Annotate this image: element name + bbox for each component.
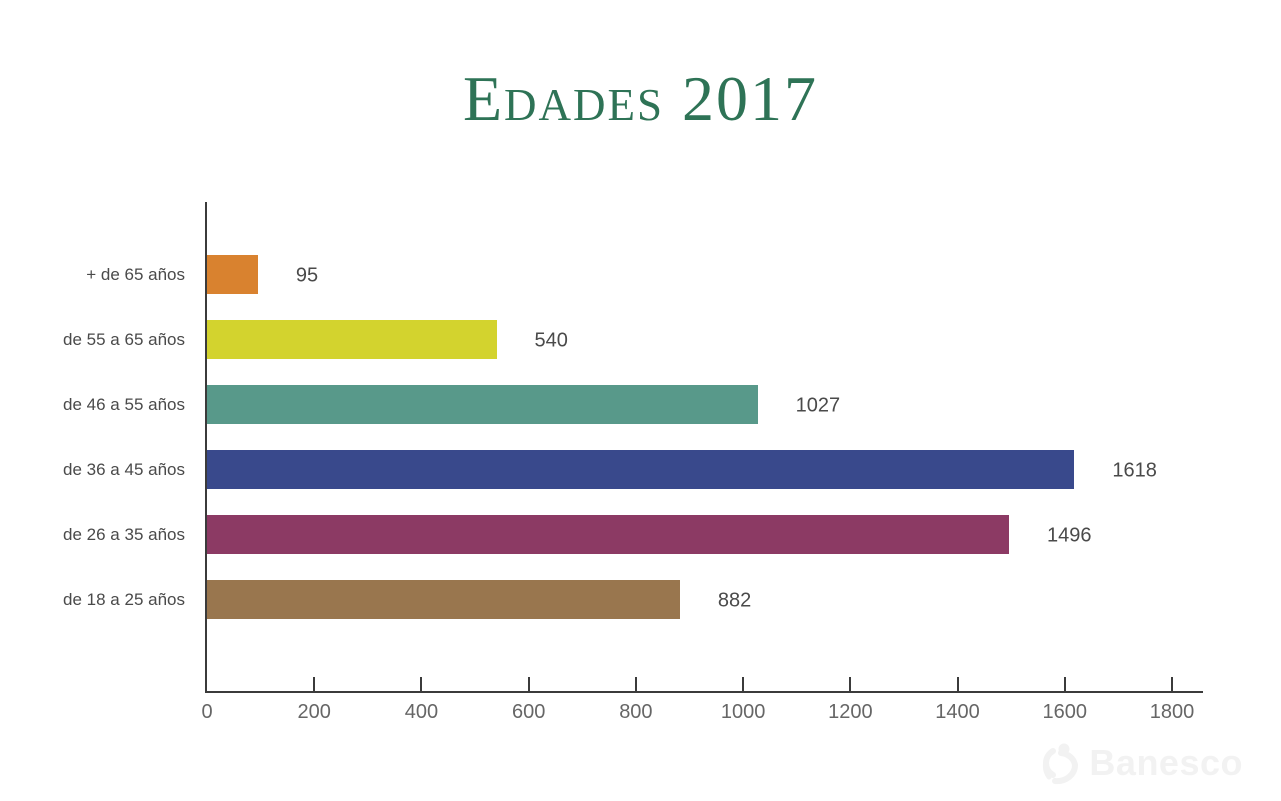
x-tick-mark (634, 677, 637, 691)
x-tick-label: 200 (297, 701, 331, 723)
x-tick-label: 1400 (935, 701, 980, 723)
bar (207, 450, 1075, 489)
value-label: 1618 (1112, 458, 1157, 481)
x-tick-mark (849, 677, 852, 691)
bar-row: de 55 a 65 años 540 (63, 307, 1172, 372)
category-label: de 26 a 35 años (63, 524, 185, 544)
x-tick-mark (1171, 677, 1173, 691)
bar (207, 255, 258, 294)
banesco-logo-text: Banesco (1089, 742, 1243, 783)
x-tick-label: 1000 (720, 701, 766, 723)
bar (207, 515, 1010, 554)
bar-row: de 18 a 25 años 882 (63, 567, 1172, 632)
category-label: de 18 a 25 años (63, 589, 185, 609)
bars-area: + de 65 años 95 de 55 a 65 años 540 de 46 a … (63, 202, 1172, 632)
x-tick-mark (527, 677, 530, 691)
bar-row: + de 65 años 95 (86, 242, 1172, 307)
value-label: 540 (534, 328, 568, 351)
banesco-watermark: Banesco (1037, 741, 1243, 785)
x-tick-label: 1600 (1042, 701, 1088, 723)
value-label: 1027 (795, 393, 841, 416)
x-tick-label: 1200 (828, 701, 873, 723)
bar-row: de 26 a 35 años 1496 (63, 502, 1172, 567)
x-tick-label: 800 (619, 701, 653, 723)
category-label: de 36 a 45 años (63, 459, 185, 479)
chart-title: Edades 2017 (462, 63, 819, 134)
bar-chart-plot-area: + de 65 años 95 de 55 a 65 años 540 de 46 a … (63, 202, 1203, 723)
value-label: 1496 (1047, 523, 1092, 546)
category-label: de 55 a 65 años (63, 329, 185, 349)
value-label: 882 (717, 588, 752, 611)
category-label: de 46 a 55 años (63, 394, 185, 414)
bar-row: de 36 a 45 años 1618 (63, 437, 1172, 502)
category-label: + de 65 años (86, 264, 185, 284)
x-tick-label: 600 (511, 701, 546, 723)
x-tick-label: 1800 (1149, 701, 1195, 723)
value-label: 95 (295, 263, 319, 286)
banesco-logo-icon (1043, 743, 1079, 785)
x-tick-mark (313, 677, 316, 691)
bar (207, 320, 497, 359)
x-tick-label: 0 (201, 701, 213, 723)
x-tick-mark (956, 677, 959, 691)
x-tick-mark (742, 677, 745, 691)
bar (207, 385, 758, 424)
x-tick-label: 400 (404, 701, 439, 723)
x-tick-mark (420, 677, 423, 691)
bar-row: de 46 a 55 años 1027 (63, 372, 1172, 437)
bar (207, 580, 680, 619)
x-axis: 0 200 400 600 800 1000 1200 1400 1600 1800 (201, 691, 1194, 731)
x-tick-mark (1063, 677, 1066, 691)
